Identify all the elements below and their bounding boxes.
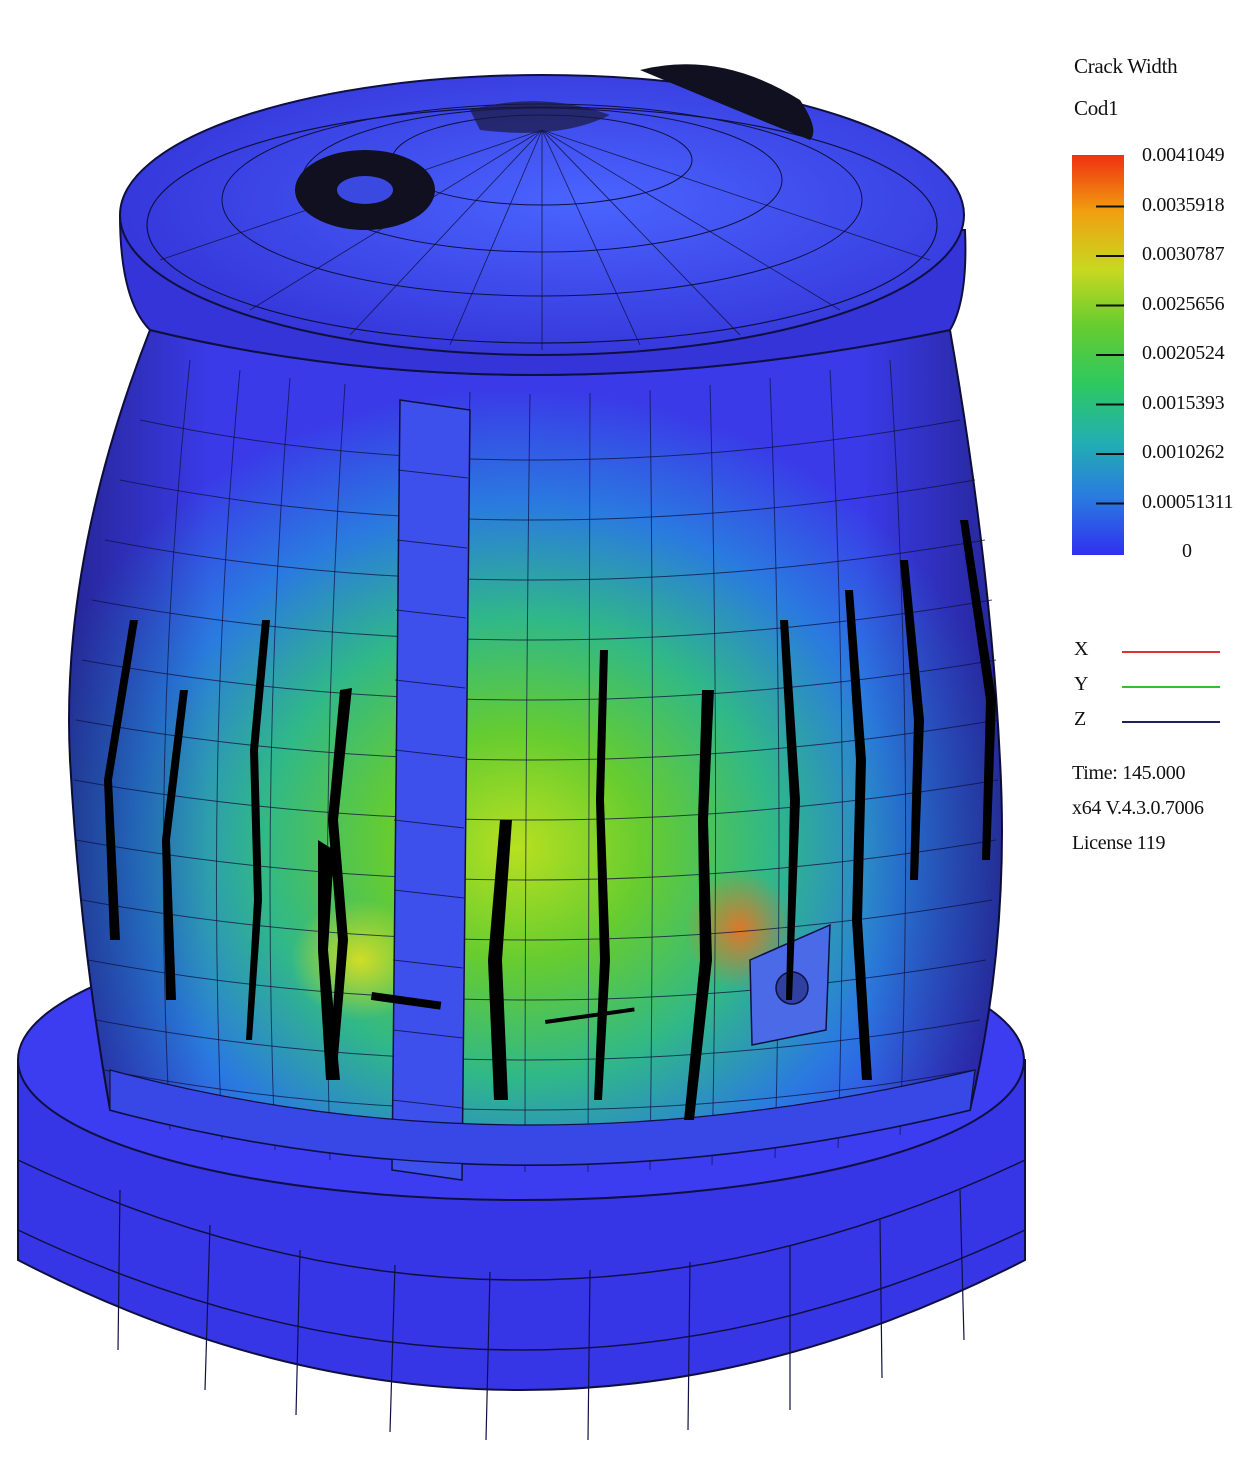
legend-tick-label: 0.0025656 (1142, 292, 1225, 315)
legend-tick-label: 0 (1182, 540, 1192, 562)
legend-subtitle: Cod1 (1074, 96, 1119, 120)
axis-x-label: X (1074, 638, 1089, 660)
time-readout: Time: 145.000 (1072, 762, 1186, 784)
legend-tick-label: 0.0030787 (1142, 243, 1225, 265)
legend-tick-label: 0.0020524 (1142, 342, 1225, 364)
legend-tick-label: 0.0015393 (1142, 391, 1225, 414)
axis-y-line (1122, 686, 1220, 688)
axis-x-line (1122, 651, 1220, 653)
legend-title: Crack Width (1074, 54, 1178, 78)
dome (118, 64, 967, 376)
axis-z-line (1122, 721, 1220, 723)
cylinder-wall (68, 328, 1003, 1181)
legend-tick-label: 0.00051311 (1142, 490, 1234, 513)
legend-tick-label: 0.0041049 (1142, 144, 1225, 166)
license-text: License 119 (1072, 832, 1166, 854)
legend-tick-label: 0.0035918 (1142, 193, 1225, 216)
axis-y-label: Y (1074, 673, 1089, 695)
axis-z-label: Z (1074, 708, 1087, 730)
version-text: x64 V.4.3.0.7006 (1072, 797, 1204, 819)
crack-pattern (104, 520, 996, 1120)
legend-tick-label: 0.0010262 (1142, 441, 1225, 463)
